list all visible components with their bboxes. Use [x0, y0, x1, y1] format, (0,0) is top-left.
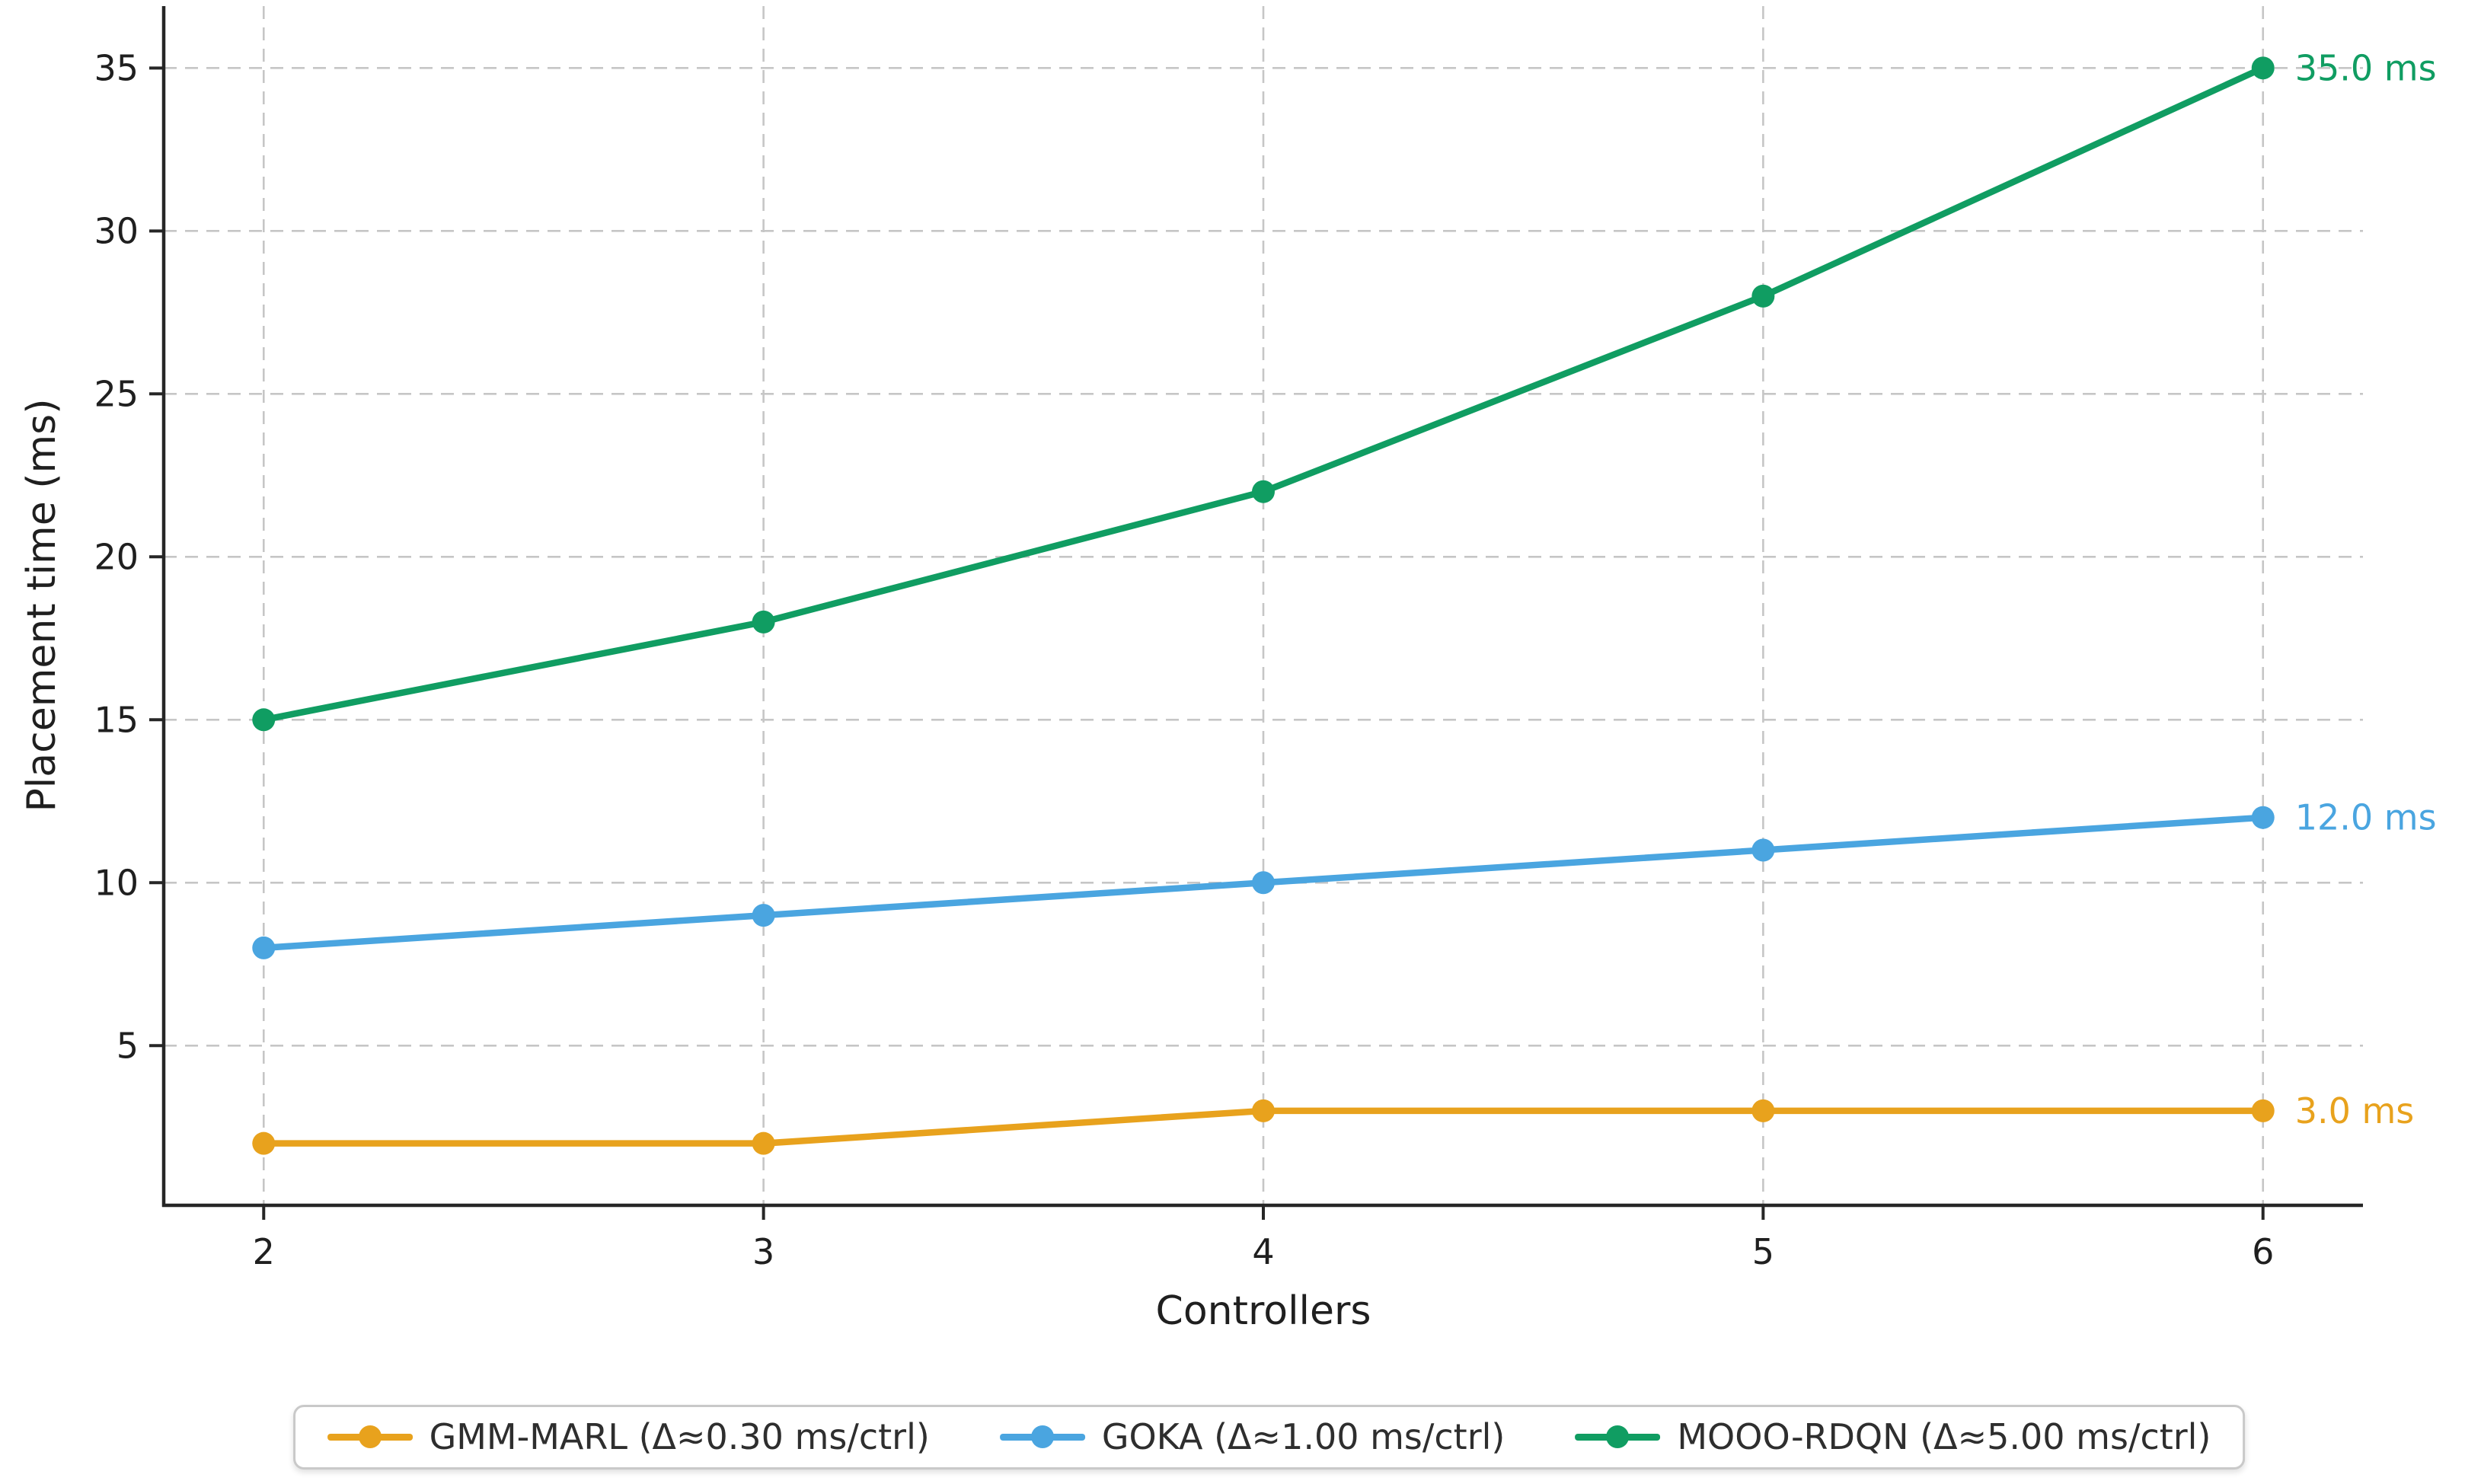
- legend-item-gmm-marl: GMM-MARL (Δ≈0.30 ms/ctrl): [327, 1417, 930, 1457]
- data-point-mooo-rdqn: [252, 708, 276, 732]
- x-tick-label: 3: [752, 1231, 774, 1272]
- data-point-gmm-marl: [252, 1131, 276, 1155]
- legend-line-marker-icon: [1575, 1425, 1661, 1449]
- legend-item-goka: GOKA (Δ≈1.00 ms/ctrl): [999, 1416, 1506, 1457]
- x-axis-title: Controllers: [1155, 1288, 1371, 1334]
- x-axis-ticks: 2 3 4 5 6: [253, 1205, 2274, 1272]
- data-point-goka: [252, 936, 276, 959]
- x-gridlines: [262, 6, 2265, 1205]
- y-gridlines: [164, 67, 2363, 1047]
- end-value-label-gmm-marl: 3.0 ms: [2295, 1090, 2415, 1131]
- data-point-mooo-rdqn: [2251, 56, 2275, 80]
- data-point-gmm-marl: [2251, 1099, 2275, 1122]
- data-point-goka: [752, 904, 775, 927]
- legend-dot-swatch: [1030, 1425, 1054, 1449]
- legend-line-marker-icon: [999, 1425, 1085, 1449]
- y-tick-label: 35: [94, 47, 139, 88]
- data-point-mooo-rdqn: [1252, 480, 1275, 503]
- y-tick-label: 30: [94, 210, 139, 251]
- data-point-gmm-marl: [1252, 1099, 1275, 1122]
- x-tick-label: 6: [2252, 1231, 2274, 1272]
- series-mooo-rdqn: 35.0 ms: [252, 47, 2437, 732]
- y-tick-label: 25: [94, 373, 139, 414]
- y-tick-label: 5: [117, 1025, 139, 1066]
- legend-label-mooo-rdqn: MOOO-RDQN (Δ≈5.00 ms/ctrl): [1677, 1416, 2211, 1457]
- data-point-mooo-rdqn: [752, 610, 775, 633]
- legend-label-goka: GOKA (Δ≈1.00 ms/ctrl): [1101, 1416, 1506, 1457]
- end-value-label-goka: 12.0 ms: [2295, 797, 2437, 838]
- data-point-gmm-marl: [752, 1131, 775, 1155]
- series-gmm-marl: 3.0 ms: [252, 1090, 2414, 1155]
- data-point-goka: [1751, 838, 1775, 862]
- data-point-goka: [2251, 806, 2275, 829]
- y-tick-label: 15: [94, 699, 139, 740]
- y-axis-ticks: 5 10 15 20 25 30 35: [94, 47, 164, 1066]
- legend-dot-swatch: [358, 1425, 382, 1449]
- legend: GMM-MARL (Δ≈0.30 ms/ctrl) GOKA (Δ≈1.00 ms…: [292, 1405, 2246, 1470]
- legend-item-mooo-rdqn: MOOO-RDQN (Δ≈5.00 ms/ctrl): [1575, 1417, 2211, 1457]
- series-goka: 12.0 ms: [252, 797, 2437, 959]
- x-tick-label: 2: [253, 1231, 275, 1272]
- data-point-mooo-rdqn: [1751, 284, 1775, 308]
- data-point-goka: [1252, 871, 1275, 895]
- legend-dot-swatch: [1606, 1425, 1630, 1449]
- y-tick-label: 20: [94, 536, 139, 577]
- legend-label-gmm-marl: GMM-MARL (Δ≈0.30 ms/ctrl): [429, 1416, 930, 1457]
- end-value-label-mooo-rdqn: 35.0 ms: [2295, 47, 2437, 88]
- x-tick-label: 4: [1252, 1231, 1274, 1272]
- data-point-gmm-marl: [1751, 1099, 1775, 1122]
- y-tick-label: 10: [94, 862, 139, 903]
- legend-line-marker-icon: [327, 1425, 413, 1449]
- x-tick-label: 5: [1752, 1231, 1774, 1272]
- y-axis-title: Placement time (ms): [19, 398, 65, 812]
